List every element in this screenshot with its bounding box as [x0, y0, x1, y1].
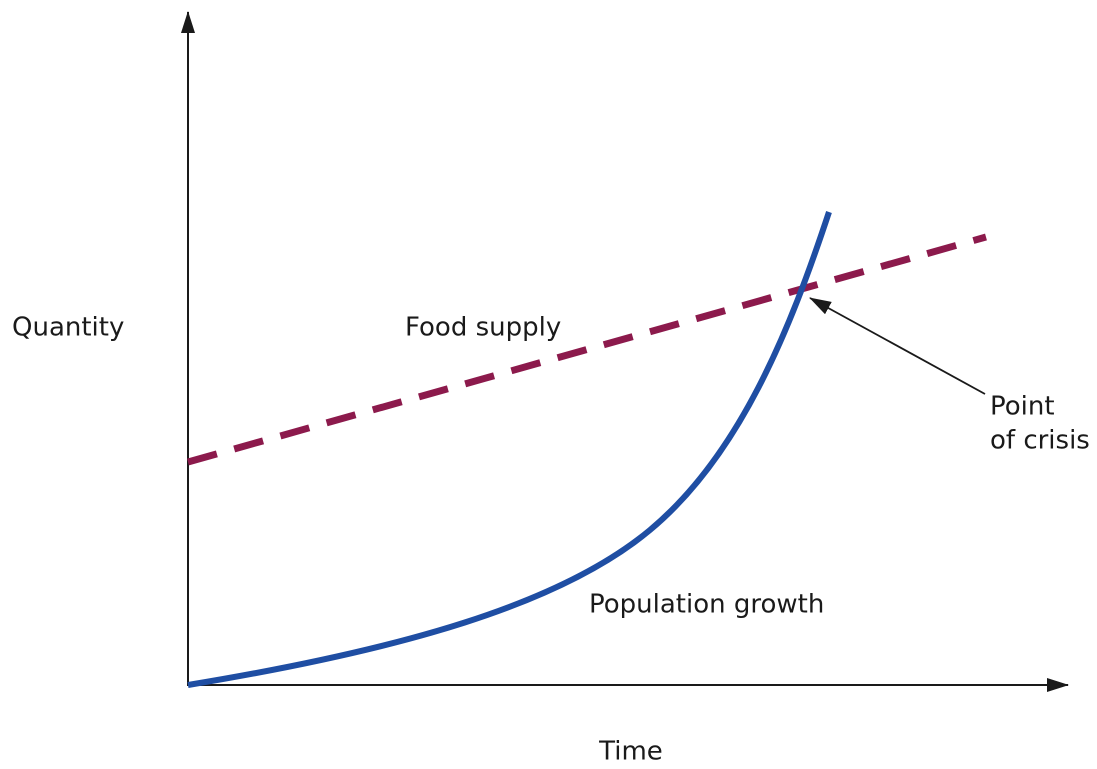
crisis-arrow	[809, 297, 986, 395]
crisis-label: Point	[990, 392, 1055, 422]
crisis-label: of crisis	[990, 426, 1090, 456]
food-supply-label: Food supply	[405, 313, 561, 343]
population-curve	[187, 211, 832, 688]
x-axis-label: Time	[598, 737, 663, 767]
y-axis-label: Quantity	[12, 313, 124, 343]
food-supply-line	[187, 233, 987, 466]
population-label: Population growth	[589, 590, 824, 620]
